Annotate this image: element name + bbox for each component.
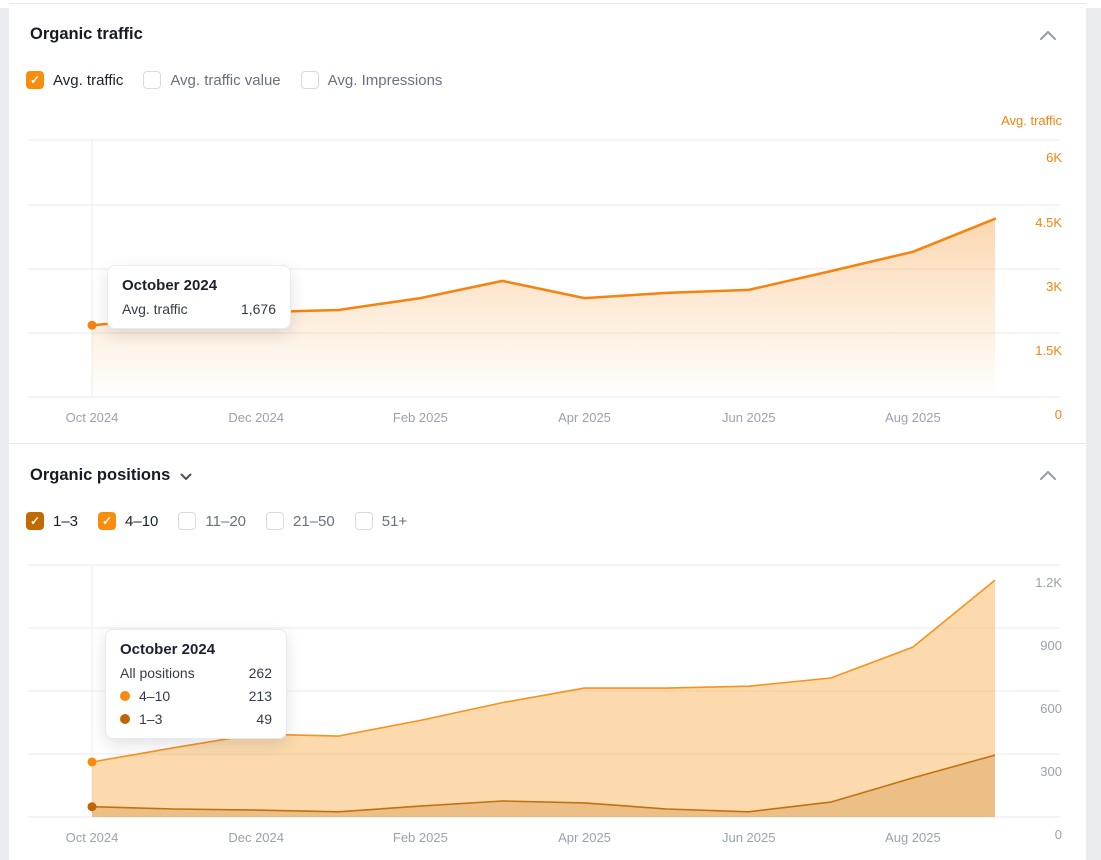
tooltip-row: 4–10 213 — [120, 688, 272, 704]
checkbox-unchecked-icon — [178, 512, 197, 530]
avg-impressions-checkbox[interactable]: Avg. Impressions — [300, 71, 443, 89]
positions-51-plus-checkbox[interactable]: 51+ — [354, 512, 408, 530]
page-background-right — [1086, 8, 1101, 860]
checkbox-label: 11–20 — [205, 512, 247, 530]
checkbox-checked-icon: ✓ — [98, 512, 117, 530]
x-axis-tick: Dec 2024 — [228, 410, 284, 425]
checkbox-label: Avg. traffic — [53, 71, 124, 89]
chart-tooltip: October 2024 Avg. traffic 1,676 — [107, 265, 291, 329]
x-axis-tick: Jun 2025 — [721, 830, 776, 845]
x-axis-tick: Feb 2025 — [392, 830, 448, 845]
organic-positions-chart[interactable] — [28, 560, 1063, 822]
x-axis-tick: Jun 2025 — [721, 410, 776, 425]
y-axis-tick: 6K — [1046, 150, 1062, 165]
y-axis-tick: 1.5K — [1035, 343, 1062, 358]
chevron-down-icon — [180, 473, 192, 481]
tooltip-row: All positions 262 — [120, 665, 272, 681]
avg-traffic-value-checkbox[interactable]: Avg. traffic value — [143, 71, 281, 89]
x-axis-tick: Apr 2025 — [558, 410, 611, 425]
tooltip-value: 262 — [248, 665, 272, 681]
chart-tooltip: October 2024 All positions 262 4–10 213 … — [105, 629, 287, 739]
card-top-border — [9, 3, 1086, 4]
x-axis-tick: Dec 2024 — [228, 830, 284, 845]
x-axis-tick: Oct 2024 — [65, 830, 119, 845]
y-axis-legend: Avg. traffic — [1001, 113, 1062, 128]
checkbox-label: 21–50 — [293, 512, 335, 530]
checkbox-label: Avg. Impressions — [327, 71, 443, 89]
x-axis-tick: Apr 2025 — [558, 830, 611, 845]
tooltip-label: 4–10 — [139, 688, 171, 704]
checkbox-label: 51+ — [381, 512, 408, 530]
checkbox-unchecked-icon — [354, 512, 373, 530]
x-axis-tick: Aug 2025 — [885, 830, 941, 845]
y-axis-tick: 600 — [1040, 701, 1062, 716]
tooltip-label: All positions — [120, 665, 195, 681]
y-axis-tick: 0 — [1054, 827, 1062, 842]
collapse-section-button[interactable] — [1039, 469, 1057, 487]
y-axis-tick: 1.2K — [1035, 575, 1062, 590]
chevron-up-icon — [1039, 29, 1057, 46]
checkbox-label: 1–3 — [53, 512, 79, 530]
y-axis-tick: 4.5K — [1035, 215, 1062, 230]
checkbox-unchecked-icon — [266, 512, 285, 530]
organic-positions-title[interactable]: Organic positions — [30, 466, 192, 485]
tooltip-value: 1,676 — [240, 301, 276, 317]
y-axis-tick: 0 — [1054, 407, 1062, 422]
x-axis-tick: Feb 2025 — [392, 410, 448, 425]
checkbox-label: Avg. traffic value — [170, 71, 281, 89]
traffic-metric-toggles: ✓ Avg. traffic Avg. traffic value Avg. I… — [26, 71, 442, 89]
tooltip-row: 1–3 49 — [120, 711, 272, 727]
checkbox-unchecked-icon — [143, 71, 162, 89]
organic-traffic-title-text: Organic traffic — [30, 25, 143, 43]
section-divider — [9, 443, 1086, 444]
series-dot-icon — [120, 714, 130, 724]
avg-traffic-checkbox[interactable]: ✓ Avg. traffic — [26, 71, 123, 89]
y-axis-tick: 900 — [1040, 638, 1062, 653]
position-range-toggles: ✓ 1–3 ✓ 4–10 11–20 21–50 51+ — [26, 512, 407, 530]
x-axis-tick: Oct 2024 — [65, 410, 119, 425]
y-axis-tick: 300 — [1040, 764, 1062, 779]
tooltip-value: 49 — [256, 711, 272, 727]
tooltip-title: October 2024 — [120, 641, 216, 658]
positions-4-10-checkbox[interactable]: ✓ 4–10 — [98, 512, 158, 530]
tooltip-title: October 2024 — [122, 277, 218, 294]
x-axis-tick: Aug 2025 — [885, 410, 941, 425]
page-background-left — [0, 8, 9, 860]
positions-21-50-checkbox[interactable]: 21–50 — [266, 512, 335, 530]
tooltip-label: Avg. traffic — [122, 301, 188, 317]
checkbox-label: 4–10 — [125, 512, 159, 530]
y-axis-tick: 3K — [1046, 279, 1062, 294]
series-dot-icon — [120, 691, 130, 701]
positions-11-20-checkbox[interactable]: 11–20 — [178, 512, 246, 530]
organic-positions-title-text: Organic positions — [30, 466, 171, 484]
tooltip-row: Avg. traffic 1,676 — [122, 301, 276, 317]
checkbox-checked-icon: ✓ — [26, 71, 44, 89]
chevron-up-icon — [1039, 469, 1057, 486]
collapse-section-button[interactable] — [1039, 29, 1057, 47]
tooltip-value: 213 — [248, 688, 272, 704]
checkbox-unchecked-icon — [300, 71, 319, 89]
tooltip-label: 1–3 — [139, 711, 163, 727]
checkbox-checked-icon: ✓ — [26, 512, 44, 530]
positions-1-3-checkbox[interactable]: ✓ 1–3 — [26, 512, 78, 530]
organic-traffic-title: Organic traffic — [30, 25, 143, 44]
